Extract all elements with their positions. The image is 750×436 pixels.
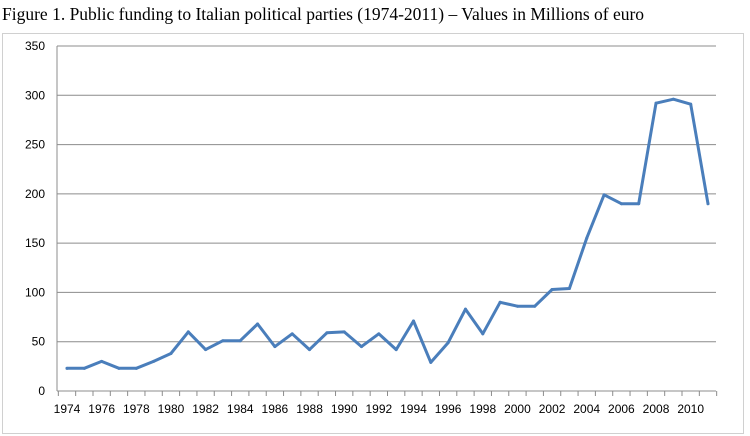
- data-point: [273, 345, 277, 349]
- data-point: [533, 304, 537, 308]
- x-tick-label: 1990: [331, 402, 358, 416]
- y-tick-label: 0: [38, 384, 45, 398]
- data-point: [654, 101, 658, 105]
- x-tick-label: 2000: [504, 402, 531, 416]
- data-point: [256, 322, 260, 326]
- data-point: [117, 366, 121, 370]
- data-point: [308, 348, 312, 352]
- y-tick-label: 150: [25, 236, 45, 250]
- data-point: [186, 330, 190, 334]
- series-line: [65, 97, 710, 370]
- y-tick-label: 300: [25, 88, 45, 102]
- data-point: [82, 366, 86, 370]
- y-tick-label: 200: [25, 187, 45, 201]
- y-tick-label: 350: [25, 39, 45, 53]
- y-tick-label: 50: [32, 335, 46, 349]
- x-tick-label: 1982: [192, 402, 219, 416]
- data-point: [429, 360, 433, 364]
- x-tick-label: 2006: [608, 402, 635, 416]
- data-point: [411, 319, 415, 323]
- data-point: [377, 332, 381, 336]
- x-tick-label: 1984: [227, 402, 254, 416]
- x-tick-label: 2004: [573, 402, 600, 416]
- x-tick-label: 2002: [539, 402, 566, 416]
- data-point: [550, 287, 554, 291]
- data-point: [671, 97, 675, 101]
- y-tick-label: 250: [25, 138, 45, 152]
- data-point: [585, 236, 589, 240]
- data-point: [204, 348, 208, 352]
- data-point: [706, 202, 710, 206]
- data-point: [152, 359, 156, 363]
- gridlines: [57, 45, 716, 343]
- data-point: [637, 202, 641, 206]
- x-tick-label: 1996: [435, 402, 462, 416]
- data-point: [602, 193, 606, 197]
- data-point: [481, 332, 485, 336]
- x-tick-label: 1986: [262, 402, 289, 416]
- data-point: [394, 348, 398, 352]
- data-point: [134, 366, 138, 370]
- data-point: [619, 202, 623, 206]
- data-point: [325, 331, 329, 335]
- chart-title: Figure 1. Public funding to Italian poli…: [2, 4, 645, 24]
- x-tick-label: 1980: [158, 402, 185, 416]
- series-layer: [65, 97, 710, 370]
- data-point: [463, 307, 467, 311]
- x-tick-label: 1994: [400, 402, 427, 416]
- x-tick-label: 1978: [123, 402, 150, 416]
- data-point: [689, 102, 693, 106]
- x-tick-label: 1988: [296, 402, 323, 416]
- data-point: [360, 345, 364, 349]
- x-tick-label: 1998: [469, 402, 496, 416]
- x-tick-label: 1976: [88, 402, 115, 416]
- data-point: [65, 366, 69, 370]
- data-point: [100, 359, 104, 363]
- data-point: [446, 341, 450, 345]
- data-point: [567, 286, 571, 290]
- x-tick-label: 2010: [677, 402, 704, 416]
- data-point: [515, 304, 519, 308]
- data-point: [342, 330, 346, 334]
- y-axis: 0 50 100 150 200 250 300 350: [25, 39, 58, 398]
- data-point: [221, 339, 225, 343]
- y-tick-label: 100: [25, 285, 45, 299]
- x-tick-label: 1974: [54, 402, 81, 416]
- x-axis: 1974 1976 1978 1980 1982 1984 1986 1988 1990 1992…: [54, 390, 718, 416]
- data-point: [169, 352, 173, 356]
- x-tick-label: 2008: [643, 402, 670, 416]
- data-point: [290, 332, 294, 336]
- x-tick-label: 1992: [365, 402, 392, 416]
- data-point: [238, 339, 242, 343]
- data-point: [498, 300, 502, 304]
